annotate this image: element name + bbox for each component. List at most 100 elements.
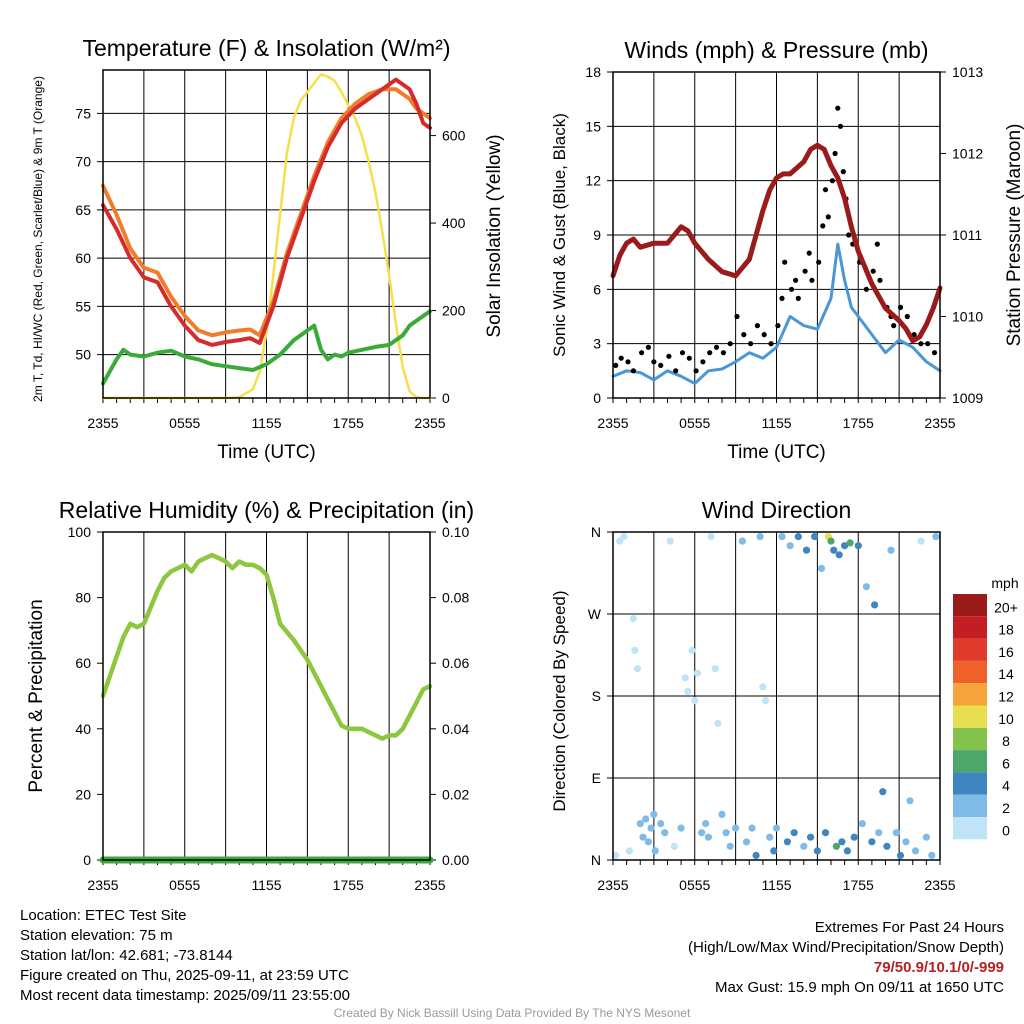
y2-tick-label: 0.04 xyxy=(442,721,469,737)
direction-point xyxy=(838,838,846,846)
colorbar-swatch xyxy=(953,750,987,773)
direction-point xyxy=(790,829,798,837)
direction-point xyxy=(922,833,931,841)
y-tick-label: 80 xyxy=(75,590,91,606)
gust-point xyxy=(840,169,846,175)
x-tick-label: 2355 xyxy=(87,415,118,431)
gust-point xyxy=(741,332,747,338)
gust-point xyxy=(713,344,720,350)
y2-tick-label: 1009 xyxy=(952,390,983,406)
x-tick-label: 1755 xyxy=(843,877,874,893)
location-text: Location: ETEC Test Site xyxy=(20,907,187,924)
direction-point xyxy=(896,851,905,860)
extremes-info: Extremes For Past 24 Hours (High/Low/Max… xyxy=(688,918,1004,998)
y-tick-label: 60 xyxy=(75,250,91,266)
direction-point xyxy=(688,646,696,655)
direction-point xyxy=(911,847,920,855)
colorbar-swatch xyxy=(953,705,987,728)
colorbar-swatch xyxy=(953,794,987,817)
gust-point xyxy=(645,344,652,350)
direction-point xyxy=(902,838,910,846)
humidity-precipitation-chart: Relative Humidity (%) & Precipitation (i… xyxy=(26,497,474,893)
y-tick-label: 75 xyxy=(75,105,91,121)
y-tick-label: 0 xyxy=(83,852,91,868)
x-tick-label: 0555 xyxy=(169,877,200,893)
gust-point xyxy=(870,268,876,274)
gust-point xyxy=(820,223,826,229)
gust-point xyxy=(720,350,727,356)
x-tick-label: 1755 xyxy=(843,415,874,431)
series-line-2m-temp xyxy=(101,77,432,347)
direction-point xyxy=(642,815,650,823)
x-tick-label: 2355 xyxy=(597,415,628,431)
gust-point xyxy=(863,286,870,292)
direction-point xyxy=(807,833,815,841)
x-tick-label: 1755 xyxy=(333,877,364,893)
gust-point xyxy=(822,187,829,193)
direction-point xyxy=(827,537,835,545)
gust-point xyxy=(837,123,844,129)
y-tick-label: 70 xyxy=(75,154,91,170)
gust-point xyxy=(748,341,754,347)
direction-point xyxy=(666,537,674,545)
extremes-desc: (High/Low/Max Wind/Precipitation/Snow De… xyxy=(688,939,1004,956)
colorbar-swatch xyxy=(953,594,987,617)
direction-point xyxy=(620,533,628,541)
gust-point xyxy=(904,313,910,320)
y-tick-label: 0 xyxy=(593,390,601,406)
y-axis-label: Sonic Wind & Gust (Blue, Black) xyxy=(550,113,569,357)
x-tick-label: 1155 xyxy=(761,415,791,431)
plot-frame xyxy=(612,531,941,861)
gust-point xyxy=(700,359,706,365)
direction-point xyxy=(759,683,767,691)
latlon-text: Station lat/lon: 42.681; -73.8144 xyxy=(20,947,233,964)
x-axis-label: Time (UTC) xyxy=(727,442,826,463)
direction-point xyxy=(862,583,871,591)
direction-point xyxy=(702,820,710,828)
y2-tick-label: 0.00 xyxy=(442,852,469,868)
gust-point xyxy=(793,277,799,283)
y-axis-label: 2m T, Td, HI/WC (Red, Green, Scarlet/Blu… xyxy=(31,76,45,402)
y-tick-label: 15 xyxy=(585,118,601,134)
gust-point xyxy=(795,295,801,301)
colorbar-swatch xyxy=(953,638,987,661)
direction-point xyxy=(928,851,936,860)
y2-tick-label: 0.08 xyxy=(442,590,469,606)
gust-point xyxy=(829,178,836,184)
direction-point xyxy=(748,824,756,832)
direction-point xyxy=(647,824,655,832)
direction-point xyxy=(813,847,822,855)
x-tick-label: 1155 xyxy=(251,415,281,431)
colorbar-label: 8 xyxy=(1002,733,1010,749)
gust-point xyxy=(782,259,788,265)
direction-point xyxy=(800,842,808,850)
temperature-insolation-chart: Temperature (F) & Insolation (W/m²) 2355 0… xyxy=(31,35,505,463)
direction-point xyxy=(631,646,639,655)
gust-point xyxy=(658,362,664,368)
direction-point xyxy=(625,847,634,855)
y-tick-label: 20 xyxy=(75,786,91,802)
max-gust-text: Max Gust: 15.9 mph On 09/11 at 1650 UTC xyxy=(714,979,1004,996)
direction-point xyxy=(714,719,722,727)
series-line-sonic-wind xyxy=(611,242,942,385)
elevation-text: Station elevation: 75 m xyxy=(20,927,173,944)
direction-point xyxy=(832,842,841,850)
direction-point xyxy=(732,824,740,832)
y-tick-label: 6 xyxy=(593,281,601,297)
x-axis-label: Time (UTC) xyxy=(217,442,316,463)
extremes-title: Extremes For Past 24 Hours xyxy=(814,919,1004,936)
series-line-dewpoint xyxy=(101,309,432,386)
direction-point xyxy=(841,542,849,550)
y-tick-label: 100 xyxy=(68,524,92,540)
direction-point xyxy=(650,810,658,819)
colorbar-label: 2 xyxy=(1002,800,1010,816)
direction-point xyxy=(691,697,699,705)
gust-point xyxy=(809,277,815,283)
gust-point xyxy=(779,295,785,301)
direction-point xyxy=(906,797,914,805)
y2-tick-label: 0.02 xyxy=(442,786,469,802)
winds-pressure-chart: Winds (mph) & Pressure (mb) 2355 0555 1155 1… xyxy=(550,37,1024,463)
chart-title: Wind Direction xyxy=(702,497,852,523)
direction-point xyxy=(704,833,713,841)
colorbar-swatch xyxy=(953,683,987,706)
